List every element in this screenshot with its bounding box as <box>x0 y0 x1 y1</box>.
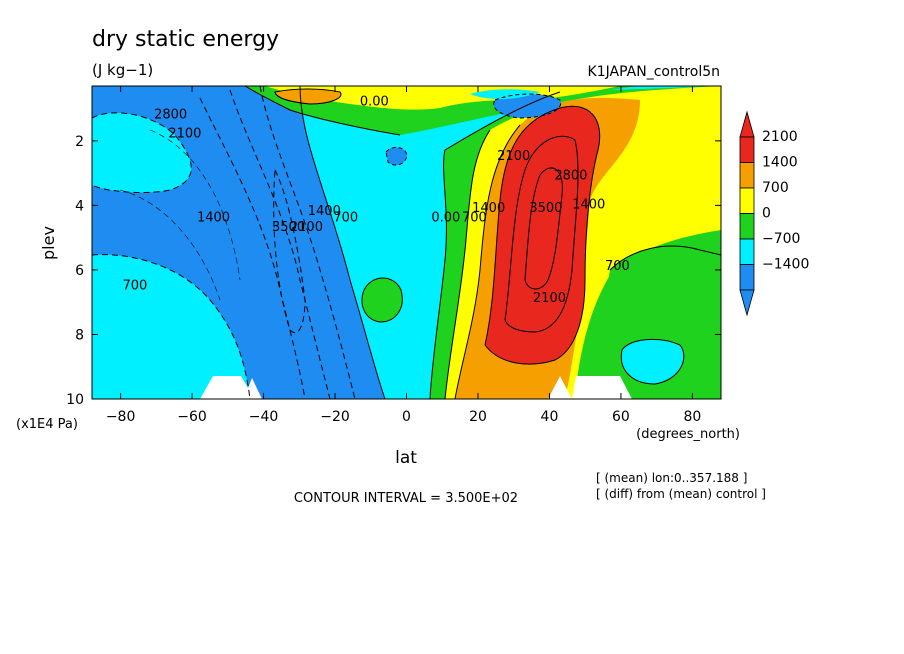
colorbar-arrow-top <box>739 110 755 138</box>
contour-region-sh-cyan-lower <box>92 254 250 399</box>
x-tick-label: −40 <box>249 409 279 425</box>
topography-tibet <box>548 376 632 399</box>
x-tick-label: −20 <box>320 409 350 425</box>
contour-region-blue-blob <box>386 147 407 166</box>
y-tick-label: 8 <box>75 327 84 343</box>
contour-label: 700 <box>419 75 444 90</box>
contour-label: 2800 <box>554 169 587 184</box>
contour-region-cyan-under-east <box>621 339 684 384</box>
colorbar-swatch <box>739 136 755 163</box>
contour-region-top-cyan <box>470 89 540 100</box>
colorbar-label: −700 <box>762 231 800 247</box>
contour-label: 2100 <box>168 127 201 142</box>
topography-antarctica <box>200 376 262 399</box>
run-label: K1JAPAN_control5n <box>588 64 720 80</box>
x-axis: −80 −60 −40 −20 0 20 40 60 80 <box>106 86 701 425</box>
contour-label: 700 <box>605 259 630 274</box>
x-tick-label: −80 <box>106 409 136 425</box>
colorbar-label: −1400 <box>762 257 809 273</box>
contour-region-sh-cyan-upper <box>92 112 192 193</box>
colorbar-swatch <box>739 213 755 240</box>
chart-title: dry static energy <box>92 27 279 52</box>
colorbar-swatch <box>739 264 755 291</box>
x-axis-label: lat <box>395 448 417 468</box>
contour-label: 2100 <box>497 149 530 164</box>
x-tick-label: −60 <box>177 409 207 425</box>
colorbar-label: 2100 <box>762 129 798 145</box>
contour-region-top-orange <box>275 89 341 104</box>
colorbar-arrow-bottom <box>739 289 755 317</box>
x-tick-label: 60 <box>612 409 630 425</box>
contour-interval: CONTOUR INTERVAL = 3.500E+02 <box>294 491 518 506</box>
x-tick-label: 40 <box>541 409 559 425</box>
x-tick-label: 80 <box>683 409 701 425</box>
colorbar-label: 1400 <box>762 155 798 171</box>
colorbar-swatch <box>739 238 755 265</box>
x-tick-label: 20 <box>469 409 487 425</box>
colorbar: 2100 1400 700 0 −700 −1400 <box>739 110 809 317</box>
contour-label: 700 <box>122 278 147 293</box>
y-tick-label: 4 <box>75 198 84 214</box>
contour-label: 1400 <box>472 201 505 216</box>
chart-units: (J kg−1) <box>92 61 153 79</box>
contour-label: 700 <box>333 211 358 226</box>
y-axis: 2 4 6 8 10 <box>66 134 721 408</box>
contour-label: 3500 <box>272 220 305 235</box>
contour-labels: 2800210014007003500210014007000.007000.0… <box>122 75 630 306</box>
contour-label: 1400 <box>572 198 605 213</box>
y-axis-label: plev <box>39 226 58 260</box>
x-axis-units: (degrees_north) <box>636 427 740 442</box>
note-line-1: [ (mean) lon:0..357.188 ] <box>596 471 747 485</box>
x-tick-label: 0 <box>402 409 411 425</box>
colorbar-swatch <box>739 162 755 189</box>
contour-label: 1400 <box>308 204 341 219</box>
colorbar-swatch <box>739 187 755 214</box>
contour-label: 1400 <box>197 211 230 226</box>
contour-region-top-blue <box>493 94 561 118</box>
y-tick-label: 10 <box>66 392 84 408</box>
contour-region-green-blob-west <box>361 278 403 322</box>
contour-label: 0.00 <box>360 94 389 109</box>
contour-label: 2100 <box>290 220 323 235</box>
colorbar-label: 700 <box>762 180 789 196</box>
note-line-2: [ (diff) from (mean) control ] <box>596 487 766 501</box>
contour-label: 3500 <box>529 201 562 216</box>
contour-label: 2800 <box>154 107 187 122</box>
contour-label: 2100 <box>533 291 566 306</box>
contour-region-nh-red <box>485 106 600 365</box>
colorbar-label: 0 <box>762 206 771 222</box>
contour-label: 0.00 <box>431 211 460 226</box>
y-tick-label: 2 <box>75 134 84 150</box>
filled-contours <box>92 86 721 399</box>
y-tick-label: 6 <box>75 263 84 279</box>
contour-label: 700 <box>462 211 487 226</box>
y-axis-units: (x1E4 Pa) <box>16 417 78 432</box>
